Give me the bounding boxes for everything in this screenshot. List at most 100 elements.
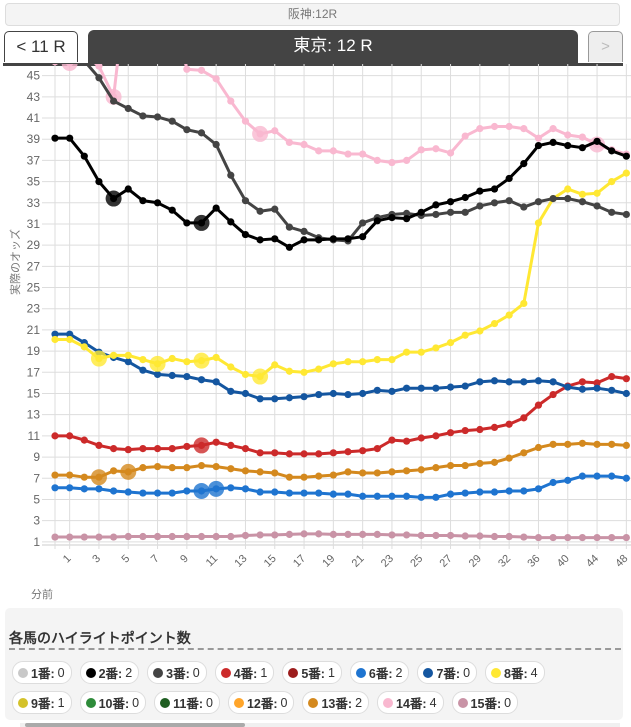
- y-tick-label: 33: [27, 196, 41, 210]
- series-line: [55, 332, 627, 401]
- horse-chip[interactable]: 1番: 0: [12, 661, 72, 684]
- previous-race-button[interactable]: < 11 R: [4, 31, 78, 62]
- data-point: [388, 436, 396, 444]
- horse-chip[interactable]: 10番: 0: [79, 691, 147, 714]
- data-point: [564, 383, 572, 391]
- data-point: [461, 532, 469, 540]
- data-point: [285, 138, 293, 147]
- x-tick-label: 13: [232, 553, 249, 570]
- data-point: [403, 215, 411, 223]
- data-point: [300, 368, 308, 376]
- highlight-point: [61, 64, 78, 71]
- horse-number: 5番:: [301, 667, 325, 681]
- y-tick-label: 29: [27, 238, 41, 252]
- series-horse-8: [51, 169, 630, 385]
- color-dot-icon: [308, 697, 319, 708]
- data-point: [285, 450, 293, 458]
- data-point: [124, 104, 132, 113]
- highlight-count-panel: 各馬のハイライトポイント数 1番: 0 2番: 2 3番: 0 4番: 1 5番: 1 6番: 2 7番…: [5, 608, 623, 720]
- data-point: [403, 492, 411, 500]
- data-point: [417, 384, 425, 392]
- data-point: [271, 488, 279, 496]
- data-point: [505, 420, 513, 428]
- data-point: [285, 367, 293, 375]
- data-point: [197, 376, 206, 384]
- data-point: [300, 450, 308, 458]
- data-point: [520, 487, 528, 495]
- data-point: [388, 158, 396, 167]
- other-venue-race-button[interactable]: 阪神:12R: [5, 3, 620, 26]
- data-point: [212, 353, 220, 362]
- highlight-count: 0: [504, 695, 512, 710]
- horse-chip[interactable]: 6番: 2: [349, 661, 410, 684]
- data-point: [329, 530, 337, 539]
- horse-chip[interactable]: 4番: 1: [214, 661, 275, 684]
- y-tick-label: 41: [27, 111, 41, 125]
- data-point: [417, 434, 425, 442]
- data-point: [403, 437, 411, 445]
- horse-chip[interactable]: 7番: 0: [417, 661, 478, 684]
- data-point: [593, 189, 601, 197]
- data-point: [534, 141, 543, 150]
- x-tick-label: 40: [555, 553, 572, 570]
- data-point: [80, 473, 88, 481]
- data-point: [110, 97, 118, 105]
- data-point: [520, 449, 528, 457]
- data-point: [271, 361, 279, 369]
- horse-number: 3番:: [166, 667, 190, 681]
- data-point: [534, 219, 543, 227]
- data-point: [271, 531, 279, 539]
- data-point: [315, 236, 323, 244]
- color-dot-icon: [355, 667, 366, 678]
- horse-chip[interactable]: 12番: 0: [227, 691, 295, 714]
- data-point: [139, 464, 147, 472]
- x-tick-label: 29: [467, 553, 484, 570]
- y-tick-label: 3: [33, 514, 40, 528]
- data-point: [66, 471, 74, 479]
- data-point: [622, 474, 630, 482]
- data-point: [534, 377, 543, 385]
- data-point: [578, 472, 587, 480]
- data-point: [227, 171, 235, 179]
- data-point: [461, 461, 469, 470]
- data-point: [490, 488, 499, 496]
- data-point: [153, 113, 162, 121]
- horse-chip[interactable]: 13番: 2: [302, 691, 370, 714]
- data-point: [373, 386, 381, 394]
- scrollbar-thumb[interactable]: [25, 723, 245, 727]
- horse-chip[interactable]: 14番: 4: [377, 691, 444, 714]
- horse-chip[interactable]: 11番: 0: [154, 691, 220, 714]
- data-point: [564, 533, 572, 542]
- data-point: [564, 476, 572, 484]
- horse-chip[interactable]: 5番: 1: [282, 661, 342, 684]
- horse-chip[interactable]: 2番: 2: [79, 661, 140, 684]
- data-point: [285, 489, 293, 497]
- data-point: [183, 126, 191, 134]
- horse-chip[interactable]: 3番: 0: [147, 661, 207, 684]
- data-point: [271, 127, 279, 135]
- x-axis-label: 分前: [31, 589, 53, 601]
- data-point: [51, 471, 59, 479]
- data-point: [476, 459, 484, 468]
- data-point: [212, 438, 220, 446]
- data-point: [300, 227, 308, 235]
- data-point: [373, 156, 381, 165]
- data-point: [490, 199, 499, 207]
- data-point: [549, 478, 557, 487]
- data-point: [549, 138, 557, 147]
- horse-chip[interactable]: 15番: 0: [451, 691, 519, 714]
- data-point: [329, 490, 337, 498]
- data-point: [608, 372, 616, 381]
- data-point: [359, 358, 367, 366]
- next-race-button[interactable]: >: [588, 31, 623, 62]
- horse-number: 7番:: [436, 667, 461, 681]
- data-point: [95, 485, 103, 493]
- data-point: [417, 146, 425, 154]
- data-point: [417, 531, 425, 540]
- horse-chip[interactable]: 8番: 4: [485, 661, 545, 684]
- horse-chip[interactable]: 9番: 1: [12, 691, 72, 714]
- horse-number: 15番:: [470, 697, 502, 711]
- data-point: [285, 473, 293, 481]
- horizontal-scrollbar[interactable]: [20, 723, 620, 727]
- data-point: [285, 223, 293, 231]
